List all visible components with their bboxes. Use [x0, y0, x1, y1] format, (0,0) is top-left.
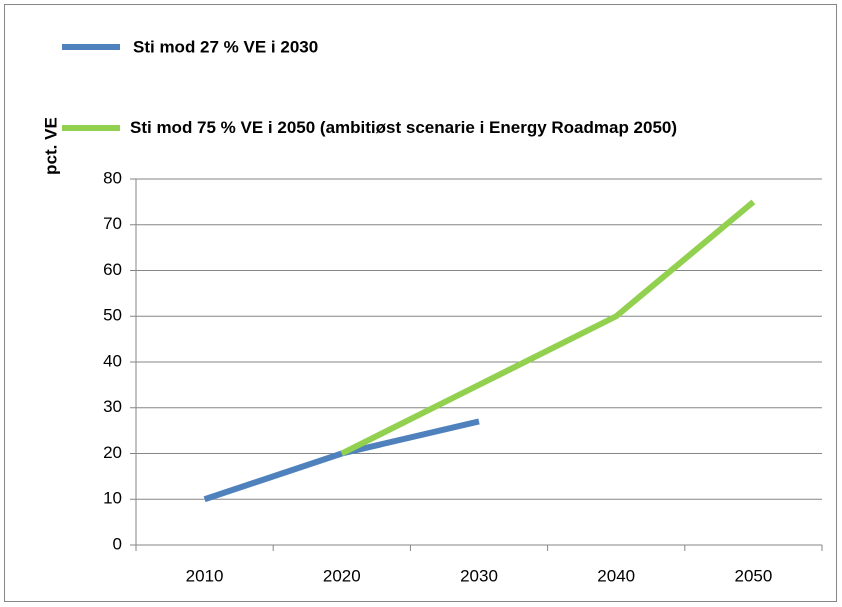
x-tick-label: 2050: [734, 566, 772, 585]
series-line: [340, 199, 756, 457]
y-tick-label: 60: [103, 260, 122, 279]
y-tick-label: 30: [103, 397, 122, 416]
y-tick-label: 50: [103, 306, 122, 325]
y-axis-label: pct. VE: [41, 117, 60, 175]
y-tick-label: 10: [103, 489, 122, 508]
y-tick-label: 40: [103, 351, 122, 370]
y-tick-label: 0: [113, 534, 122, 553]
y-tick-label: 80: [103, 168, 122, 187]
y-tick-label: 70: [103, 214, 122, 233]
x-tick-label: 2010: [186, 566, 224, 585]
x-tick-label: 2030: [460, 566, 498, 585]
x-tick-label: 2020: [323, 566, 361, 585]
chart-frame: [4, 4, 837, 602]
legend-text: Sti mod 75 % VE i 2050 (ambitiøst scenar…: [130, 118, 678, 137]
legend-text: Sti mod 27 % VE i 2030: [133, 37, 318, 56]
y-tick-label: 20: [103, 443, 122, 462]
x-tick-label: 2040: [597, 566, 635, 585]
